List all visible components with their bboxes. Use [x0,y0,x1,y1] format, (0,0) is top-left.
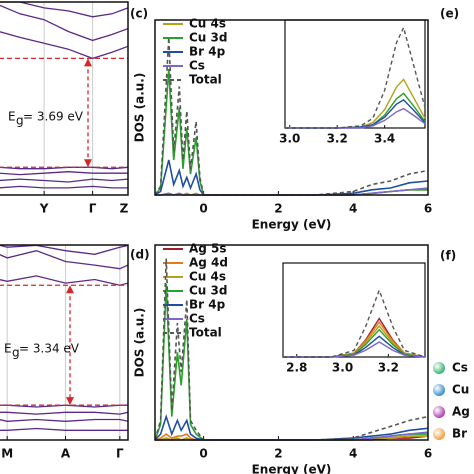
x-tick-label: M [1,447,13,461]
inset-line [285,25,426,129]
inset-line [283,288,426,358]
band-line [0,166,129,170]
gap-symbol: E [4,342,12,356]
x-tick-label: 2 [274,447,282,461]
gap-subscript: g [16,113,24,127]
x-axis-label: Energy (eV) [252,218,332,232]
plot-frame [0,244,129,441]
atom-label: Br [452,427,467,441]
x-tick-label: A [61,447,71,461]
x-tick-label: 0 [199,447,207,461]
panel-label: (d) [130,248,150,262]
atom-swatch [433,384,445,396]
legend-label: Total [189,326,222,340]
plot-frame [154,19,429,196]
inset-tick-label: 3.2 [327,132,348,146]
plot-frame [154,244,429,441]
inset-frame [282,262,426,358]
x-tick-label: Γ [116,447,124,461]
atom-swatch [433,406,445,418]
band-line [0,411,129,415]
atom-label: Cu [452,383,469,397]
band-line [0,1,129,18]
legend-label: Total [189,73,222,87]
inset-tick-label: 3.0 [279,132,300,146]
dos-line [154,258,429,441]
legend-label: Br 4p [189,298,226,312]
inset-line [285,107,426,129]
legend-label: Cs [189,59,205,73]
x-tick-label: 4 [349,447,357,461]
x-tick-label: 4 [349,202,357,216]
y-axis-label: DOS (a.u.) [133,308,147,378]
inset-tick-label: 3.4 [374,132,395,146]
atom-label: Cs [452,361,468,375]
dos-line [154,159,429,196]
x-tick-label: Y [39,202,49,216]
legend-label: Br 4p [189,45,226,59]
band-line [0,185,128,189]
panel-label: (c) [130,7,148,21]
legend-label: Cs [189,312,205,326]
band-line [0,244,129,255]
panel-label: (f) [440,249,456,263]
legend-label: Ag 5s [189,242,227,256]
gap-symbol: E [8,109,16,123]
x-tick-label: 6 [424,202,432,216]
band-line [0,427,128,431]
x-tick-label: 2 [274,202,282,216]
band-line [0,31,129,60]
inset-tick-label: 2.8 [286,361,307,375]
dos-line [154,37,429,196]
band-line [0,4,129,42]
gap-value: = 3.69 eV [23,109,84,123]
panel-label: (e) [440,7,459,21]
legend-label: Cu 4s [189,270,226,284]
legend-label: Cu 3d [189,284,227,298]
inset-tick-label: 3.2 [378,361,399,375]
inset-tick-label: 3.0 [332,361,353,375]
arrow-head [66,397,74,406]
arrow-head [84,159,92,168]
band-line [0,171,128,176]
band-line [0,178,129,183]
legend-label: Ag 4d [189,256,228,270]
legend-label: Cu 3d [189,31,227,45]
legend-label: Cu 4s [189,17,226,31]
inset-frame [284,19,426,129]
atom-swatch [433,362,445,374]
band-line [0,418,129,422]
inset-line [283,341,426,358]
band-line [0,250,129,270]
atom-swatch [433,428,445,440]
arrow-head [66,285,74,294]
atom-label: Ag [452,405,470,419]
gap-value: = 3.34 eV [19,342,80,356]
arrow-head [84,58,92,67]
x-axis-label: Energy (eV) [252,463,332,474]
x-tick-label: Z [120,202,129,216]
gap-subscript: g [12,346,20,360]
x-tick-label: 6 [424,447,432,461]
x-tick-label: Γ [89,202,97,216]
x-tick-label: 0 [199,202,207,216]
y-axis-label: DOS (a.u.) [133,73,147,143]
dos-line [154,413,429,441]
plot-frame [0,1,129,196]
band-line [0,275,129,286]
